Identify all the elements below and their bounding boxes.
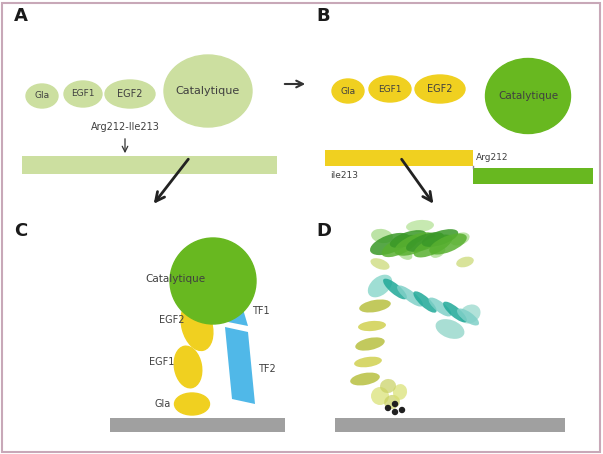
Ellipse shape bbox=[394, 232, 436, 256]
Ellipse shape bbox=[415, 75, 465, 103]
Ellipse shape bbox=[371, 387, 389, 405]
Ellipse shape bbox=[485, 59, 570, 133]
Text: Arg212-Ile213: Arg212-Ile213 bbox=[90, 122, 159, 132]
Ellipse shape bbox=[382, 235, 418, 257]
Ellipse shape bbox=[380, 379, 396, 393]
Text: Catalytique: Catalytique bbox=[498, 91, 558, 101]
Ellipse shape bbox=[164, 55, 252, 127]
Ellipse shape bbox=[406, 220, 434, 232]
Text: Catalytique: Catalytique bbox=[145, 274, 205, 284]
Text: ile213: ile213 bbox=[330, 172, 358, 181]
Text: EGF2: EGF2 bbox=[428, 84, 453, 94]
Ellipse shape bbox=[431, 246, 446, 258]
Text: Gla: Gla bbox=[341, 87, 356, 95]
Ellipse shape bbox=[393, 384, 407, 400]
Ellipse shape bbox=[450, 232, 470, 246]
Text: EGF1: EGF1 bbox=[150, 357, 175, 367]
FancyBboxPatch shape bbox=[22, 156, 277, 174]
Ellipse shape bbox=[181, 301, 213, 350]
Ellipse shape bbox=[354, 357, 382, 367]
Ellipse shape bbox=[443, 301, 467, 322]
Ellipse shape bbox=[459, 305, 481, 324]
Ellipse shape bbox=[105, 80, 155, 108]
Ellipse shape bbox=[355, 337, 385, 350]
Ellipse shape bbox=[350, 373, 380, 385]
Ellipse shape bbox=[358, 321, 386, 331]
Ellipse shape bbox=[384, 395, 400, 409]
Circle shape bbox=[400, 408, 405, 413]
Text: TF1: TF1 bbox=[252, 306, 270, 316]
Ellipse shape bbox=[390, 230, 426, 248]
Ellipse shape bbox=[174, 346, 202, 388]
Ellipse shape bbox=[370, 233, 410, 255]
Text: EGF1: EGF1 bbox=[71, 89, 95, 99]
Text: B: B bbox=[316, 7, 330, 25]
Ellipse shape bbox=[456, 257, 474, 267]
Ellipse shape bbox=[369, 76, 411, 102]
Text: C: C bbox=[14, 222, 27, 240]
Text: TF2: TF2 bbox=[258, 364, 276, 374]
Ellipse shape bbox=[174, 393, 209, 415]
Text: EGF2: EGF2 bbox=[159, 315, 185, 325]
Ellipse shape bbox=[370, 258, 390, 270]
Ellipse shape bbox=[371, 229, 393, 243]
Text: EGF1: EGF1 bbox=[378, 84, 402, 94]
Ellipse shape bbox=[397, 248, 412, 260]
Circle shape bbox=[393, 401, 397, 406]
Ellipse shape bbox=[406, 232, 444, 252]
Ellipse shape bbox=[429, 233, 467, 255]
Ellipse shape bbox=[414, 291, 437, 313]
Ellipse shape bbox=[383, 279, 407, 299]
Ellipse shape bbox=[368, 275, 392, 297]
Ellipse shape bbox=[359, 300, 391, 312]
Ellipse shape bbox=[332, 79, 364, 103]
Ellipse shape bbox=[429, 297, 452, 316]
FancyBboxPatch shape bbox=[473, 168, 593, 184]
Ellipse shape bbox=[397, 286, 423, 306]
Ellipse shape bbox=[64, 81, 102, 107]
Text: Gla: Gla bbox=[155, 399, 171, 409]
Ellipse shape bbox=[435, 319, 464, 339]
Text: Catalytique: Catalytique bbox=[176, 86, 240, 96]
Circle shape bbox=[393, 410, 397, 415]
Circle shape bbox=[385, 405, 391, 410]
FancyBboxPatch shape bbox=[110, 418, 285, 432]
Circle shape bbox=[170, 238, 256, 324]
Ellipse shape bbox=[26, 84, 58, 108]
FancyBboxPatch shape bbox=[325, 150, 473, 166]
Text: A: A bbox=[14, 7, 28, 25]
Text: EGF2: EGF2 bbox=[117, 89, 143, 99]
Ellipse shape bbox=[457, 308, 479, 326]
Text: Arg212: Arg212 bbox=[476, 153, 508, 163]
Ellipse shape bbox=[414, 235, 452, 257]
Text: D: D bbox=[316, 222, 331, 240]
Text: Gla: Gla bbox=[34, 92, 49, 100]
Polygon shape bbox=[215, 294, 248, 326]
FancyBboxPatch shape bbox=[335, 418, 565, 432]
Polygon shape bbox=[225, 327, 255, 404]
Ellipse shape bbox=[422, 229, 458, 247]
